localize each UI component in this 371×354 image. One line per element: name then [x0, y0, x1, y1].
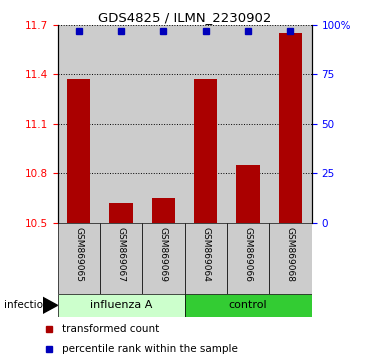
Bar	[227, 25, 269, 223]
Text: GSM869065: GSM869065	[74, 227, 83, 281]
Text: GSM869068: GSM869068	[286, 227, 295, 281]
Bar	[109, 203, 133, 223]
Bar	[142, 223, 185, 294]
Bar	[269, 25, 312, 223]
Bar	[185, 294, 312, 317]
Bar	[279, 33, 302, 223]
Text: percentile rank within the sample: percentile rank within the sample	[62, 344, 238, 354]
Text: control: control	[229, 300, 267, 310]
Text: influenza A: influenza A	[90, 300, 152, 310]
Text: GSM869069: GSM869069	[159, 227, 168, 281]
Text: GSM869064: GSM869064	[201, 227, 210, 281]
Text: GSM869067: GSM869067	[116, 227, 125, 281]
Title: GDS4825 / ILMN_2230902: GDS4825 / ILMN_2230902	[98, 11, 271, 24]
Bar	[194, 79, 217, 223]
Bar	[100, 223, 142, 294]
Polygon shape	[43, 297, 58, 313]
Bar	[100, 25, 142, 223]
Bar	[236, 165, 260, 223]
Bar	[269, 223, 312, 294]
Text: infection: infection	[4, 300, 49, 310]
Bar	[227, 223, 269, 294]
Bar	[185, 223, 227, 294]
Text: GSM869066: GSM869066	[244, 227, 253, 281]
Text: transformed count: transformed count	[62, 324, 160, 334]
Bar	[185, 25, 227, 223]
Bar	[142, 25, 185, 223]
Bar	[58, 223, 100, 294]
Bar	[58, 294, 185, 317]
Bar	[58, 25, 100, 223]
Bar	[67, 79, 90, 223]
Bar	[152, 198, 175, 223]
